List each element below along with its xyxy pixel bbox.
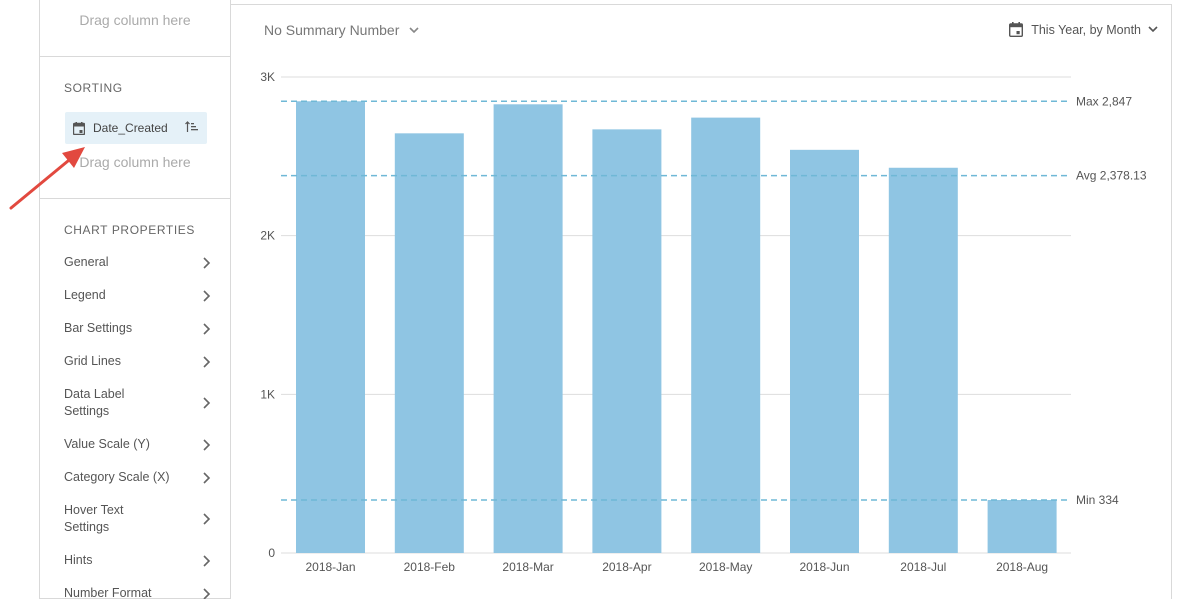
y-tick-label: 1K bbox=[260, 387, 275, 401]
chevron-right-icon bbox=[203, 356, 211, 368]
property-value-scale-y[interactable]: Value Scale (Y) bbox=[64, 436, 214, 453]
bar bbox=[394, 133, 464, 553]
calendar-icon bbox=[1009, 22, 1024, 37]
x-tick-label: 2018-Jul bbox=[900, 560, 946, 574]
chevron-down-icon bbox=[409, 26, 419, 33]
x-tick-label: 2018-Apr bbox=[602, 560, 651, 574]
chevron-right-icon bbox=[203, 323, 211, 335]
bar bbox=[296, 101, 365, 553]
chart-properties-title: CHART PROPERTIES bbox=[64, 223, 195, 237]
reference-line-label: Min 334 bbox=[1076, 493, 1119, 507]
chart-panel bbox=[231, 4, 1172, 599]
y-tick-label: 2K bbox=[260, 229, 275, 243]
chevron-right-icon bbox=[203, 555, 211, 567]
chevron-right-icon bbox=[203, 397, 211, 409]
bar bbox=[493, 104, 563, 554]
summary-number-dropdown[interactable]: No Summary Number bbox=[264, 22, 419, 38]
property-label: Data Label Settings bbox=[64, 387, 125, 418]
date-range-dropdown[interactable]: This Year, by Month bbox=[1009, 22, 1158, 37]
date-range-label: This Year, by Month bbox=[1031, 22, 1141, 37]
bar bbox=[790, 149, 859, 553]
chevron-right-icon bbox=[203, 513, 211, 525]
x-tick-label: 2018-Aug bbox=[996, 560, 1048, 574]
x-tick-label: 2018-Jan bbox=[305, 560, 355, 574]
annotation-arrow bbox=[9, 147, 85, 210]
property-number-format[interactable]: Number Format bbox=[64, 585, 214, 602]
sort-ascending-icon[interactable] bbox=[185, 121, 198, 133]
property-label: Value Scale (Y) bbox=[64, 437, 150, 451]
chevron-right-icon bbox=[203, 588, 211, 600]
property-bar-settings[interactable]: Bar Settings bbox=[64, 320, 214, 337]
divider bbox=[40, 56, 230, 57]
x-tick-label: 2018-Mar bbox=[502, 560, 553, 574]
chart-config-panel: Drag column here SORTING Date_Created Dr… bbox=[39, 0, 231, 602]
calendar-icon bbox=[73, 121, 85, 135]
property-grid-lines[interactable]: Grid Lines bbox=[64, 353, 214, 370]
divider bbox=[40, 198, 230, 199]
y-tick-label: 0 bbox=[268, 546, 275, 560]
y-tick-label: 3K bbox=[260, 70, 275, 84]
x-tick-label: 2018-May bbox=[699, 560, 752, 574]
property-label: Number Format bbox=[64, 586, 152, 600]
chevron-right-icon bbox=[203, 472, 211, 484]
property-category-scale-x[interactable]: Category Scale (X) bbox=[64, 469, 214, 486]
reference-line-label: Avg 2,378.13 bbox=[1076, 169, 1147, 183]
sorting-title: SORTING bbox=[64, 81, 123, 95]
sort-chip-date-created[interactable]: Date_Created bbox=[65, 112, 207, 144]
property-label: Hints bbox=[64, 553, 93, 567]
x-tick-label: 2018-Jun bbox=[799, 560, 849, 574]
property-label: Legend bbox=[64, 288, 106, 302]
property-data-label-settings[interactable]: Data Label Settings bbox=[64, 386, 214, 420]
property-label: Grid Lines bbox=[64, 354, 121, 368]
property-legend[interactable]: Legend bbox=[64, 287, 214, 304]
drop-zone-bottom[interactable]: Drag column here bbox=[79, 154, 191, 170]
x-tick-label: 2018-Feb bbox=[404, 560, 456, 574]
chevron-down-icon bbox=[1148, 26, 1158, 33]
bar bbox=[691, 117, 761, 554]
sort-chip-label: Date_Created bbox=[93, 121, 168, 135]
property-hover-text-settings[interactable]: Hover Text Settings bbox=[64, 502, 214, 536]
property-general[interactable]: General bbox=[64, 254, 214, 271]
bar bbox=[987, 500, 1057, 553]
property-label: Hover Text Settings bbox=[64, 503, 124, 534]
bottom-edge bbox=[0, 599, 1178, 603]
summary-label: No Summary Number bbox=[264, 22, 400, 38]
property-hints[interactable]: Hints bbox=[64, 552, 214, 569]
bar bbox=[888, 167, 958, 554]
property-label: Bar Settings bbox=[64, 321, 133, 335]
bar bbox=[592, 129, 662, 554]
property-label: Category Scale (X) bbox=[64, 470, 170, 484]
property-label: General bbox=[64, 255, 109, 269]
drop-zone-top[interactable]: Drag column here bbox=[79, 12, 191, 28]
chevron-right-icon bbox=[203, 290, 211, 302]
chevron-right-icon bbox=[203, 257, 211, 269]
chevron-right-icon bbox=[203, 439, 211, 451]
reference-line-label: Max 2,847 bbox=[1076, 94, 1132, 108]
